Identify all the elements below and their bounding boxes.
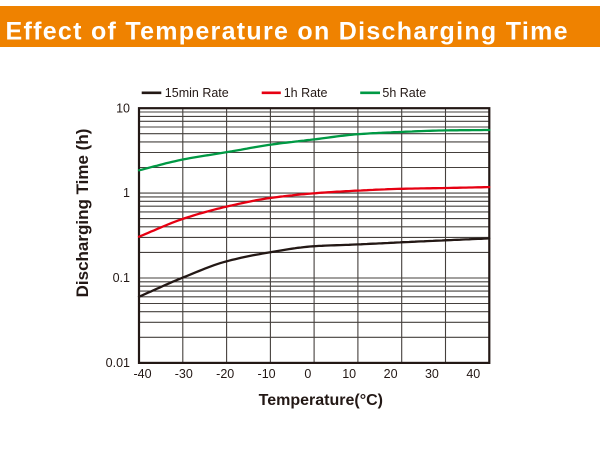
- svg-text:20: 20: [384, 367, 398, 381]
- svg-text:10: 10: [342, 367, 356, 381]
- svg-text:40: 40: [466, 367, 480, 381]
- svg-text:Discharging Time (h): Discharging Time (h): [73, 129, 92, 298]
- svg-text:Temperature(°C): Temperature(°C): [259, 392, 383, 409]
- svg-text:10: 10: [116, 101, 130, 115]
- svg-text:-30: -30: [175, 367, 193, 381]
- svg-text:1: 1: [123, 186, 130, 200]
- svg-text:30: 30: [425, 367, 439, 381]
- svg-text:0: 0: [304, 367, 311, 381]
- svg-text:15min Rate: 15min Rate: [165, 86, 229, 100]
- svg-text:Effect of Temperature on Disch: Effect of Temperature on Discharging Tim…: [6, 18, 568, 46]
- svg-text:5h Rate: 5h Rate: [382, 86, 426, 100]
- svg-text:-10: -10: [258, 367, 276, 381]
- svg-text:0.01: 0.01: [106, 356, 130, 370]
- svg-text:1h Rate: 1h Rate: [284, 86, 328, 100]
- svg-text:-20: -20: [216, 367, 234, 381]
- svg-text:0.1: 0.1: [113, 271, 130, 285]
- svg-text:-40: -40: [133, 367, 151, 381]
